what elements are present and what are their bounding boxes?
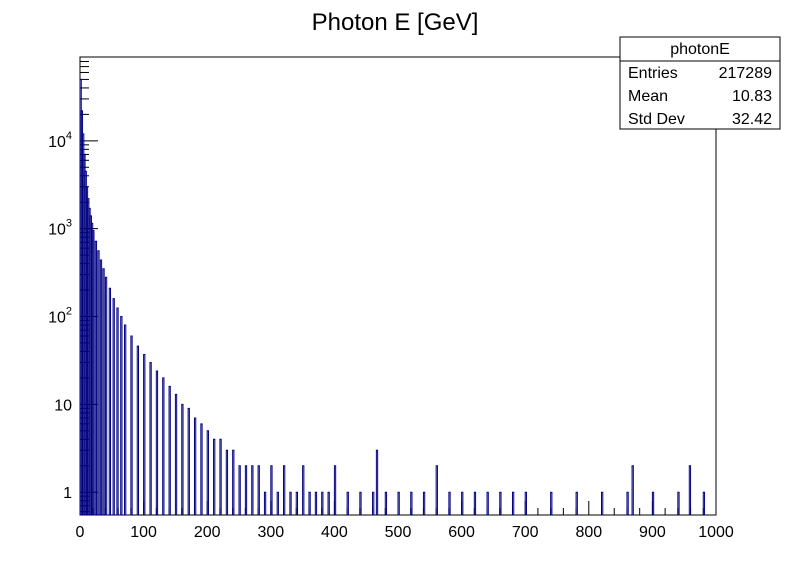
- histogram-bin: [327, 491, 330, 515]
- histogram-bin: [524, 491, 527, 515]
- histogram-bin: [448, 491, 451, 515]
- x-tick-label: 100: [130, 524, 157, 541]
- histogram-bin: [550, 491, 553, 515]
- histogram-bin: [108, 287, 112, 515]
- histogram-bin: [384, 491, 388, 515]
- x-tick-label: 800: [575, 524, 602, 541]
- histogram-bin: [130, 335, 133, 515]
- histogram-bin: [397, 491, 400, 515]
- histogram-bin: [104, 276, 108, 515]
- histogram-bin: [308, 491, 311, 515]
- histogram-bin: [314, 491, 318, 515]
- histogram-bin: [116, 307, 119, 515]
- stats-label-entries: Entries: [628, 65, 678, 82]
- histogram-bin: [575, 491, 578, 515]
- x-tick-label: 900: [639, 524, 666, 541]
- histogram-bin: [143, 353, 146, 515]
- histogram-bin: [422, 491, 426, 515]
- stats-box-name: photonE: [670, 41, 730, 58]
- histogram-bin: [193, 417, 197, 515]
- stats-label-mean: Mean: [628, 88, 668, 105]
- histogram-bin: [651, 491, 655, 515]
- y-tick-label: 103: [48, 218, 72, 239]
- x-tick-label: 1000: [698, 524, 734, 541]
- histogram-bin: [94, 240, 98, 515]
- histogram-bin: [321, 491, 324, 515]
- histogram-bin: [213, 438, 216, 515]
- histogram-bin: [219, 438, 222, 515]
- histogram-bin: [359, 491, 362, 515]
- x-tick-label: 200: [194, 524, 221, 541]
- x-tick-label: 600: [448, 524, 475, 541]
- histogram-bin: [120, 316, 123, 515]
- y-tick-label: 104: [48, 130, 72, 151]
- histogram-bin: [283, 465, 286, 515]
- histogram-bin: [289, 491, 292, 515]
- stats-value-mean: 10.83: [732, 88, 772, 105]
- histogram-bin: [124, 324, 127, 515]
- histogram-bin: [168, 385, 171, 515]
- histogram-bin: [461, 491, 464, 515]
- histogram-bin: [626, 491, 629, 515]
- histogram-bin: [346, 491, 349, 515]
- histogram-bin: [244, 465, 248, 515]
- histogram-bin: [92, 230, 95, 515]
- histogram-bin: [601, 491, 604, 515]
- y-tick-label: 1: [63, 485, 72, 502]
- x-tick-label: 0: [76, 524, 85, 541]
- x-tick-label: 400: [321, 524, 348, 541]
- x-tick-label: 500: [385, 524, 412, 541]
- histogram-bin: [136, 345, 140, 515]
- histogram-bin: [302, 465, 305, 515]
- histogram-bin: [112, 298, 115, 515]
- stats-value-entries: 217289: [719, 65, 772, 82]
- histogram-bin: [257, 465, 260, 515]
- histogram-bin: [187, 407, 190, 515]
- histogram-bin: [511, 491, 515, 515]
- histogram-bin: [333, 465, 337, 515]
- histogram-bin: [372, 491, 375, 515]
- histogram-series: [79, 78, 706, 515]
- histogram-bin: [375, 449, 379, 515]
- histogram-bin: [499, 491, 502, 515]
- x-tick-label: 300: [257, 524, 284, 541]
- x-tick-label: 700: [512, 524, 539, 541]
- histogram-bin: [162, 377, 165, 515]
- histogram-bin: [702, 491, 706, 515]
- stats-box-frame: [619, 36, 781, 130]
- histogram-bin: [174, 393, 178, 515]
- stats-value-stddev: 32.42: [732, 111, 772, 128]
- y-tick-label: 102: [48, 306, 72, 327]
- histogram-bin: [677, 491, 680, 515]
- histogram-bin: [688, 465, 692, 515]
- stats-label-stddev: Std Dev: [628, 111, 685, 128]
- histogram-bin: [155, 370, 159, 515]
- histogram-bin: [473, 491, 477, 515]
- histogram-bin: [435, 465, 438, 515]
- histogram-bin: [270, 465, 273, 515]
- histogram-bin: [238, 465, 241, 515]
- histogram-bin: [631, 465, 634, 515]
- histogram-bin: [97, 250, 100, 515]
- histogram-bin: [295, 491, 299, 515]
- histogram-bin: [200, 423, 203, 515]
- histogram-bin: [225, 449, 229, 515]
- histogram-bin: [486, 491, 489, 515]
- histogram-bin: [99, 259, 103, 515]
- histogram-bin: [102, 268, 105, 515]
- histogram-bin: [263, 491, 267, 515]
- histogram-bin: [206, 430, 209, 515]
- histogram-bin: [181, 403, 184, 515]
- histogram-bin: [410, 491, 413, 515]
- histogram-bin: [276, 491, 279, 515]
- stats-box: photonE Entries 217289 Mean 10.83 Std De…: [619, 36, 781, 130]
- chart-title: Photon E [GeV]: [312, 9, 479, 36]
- y-tick-label: 10: [54, 397, 72, 414]
- histogram-bin: [251, 465, 254, 515]
- histogram-bin: [232, 449, 235, 515]
- histogram-bin: [149, 361, 152, 515]
